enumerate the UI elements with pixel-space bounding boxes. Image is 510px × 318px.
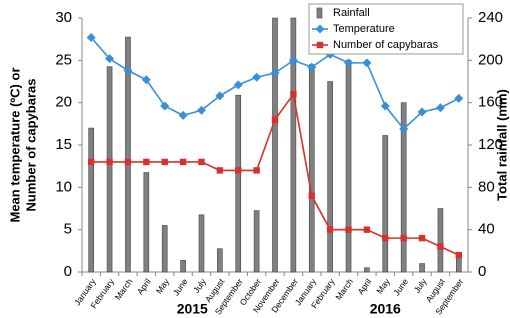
legend-swatch xyxy=(316,7,323,19)
x-tick-label: June xyxy=(171,276,190,297)
point xyxy=(179,158,187,166)
point xyxy=(288,55,298,65)
x-tick-label: May xyxy=(154,276,172,296)
bar xyxy=(253,210,260,273)
y-tick-label: 30 xyxy=(55,9,72,26)
bar xyxy=(180,260,186,273)
point xyxy=(198,158,205,166)
point xyxy=(216,167,224,174)
point xyxy=(252,72,262,82)
y-tick-label: 20 xyxy=(55,94,72,111)
point xyxy=(418,234,426,242)
bar xyxy=(400,102,407,273)
y-axis-label: Number of capybaras xyxy=(23,79,38,212)
point xyxy=(400,234,407,242)
point xyxy=(233,80,243,90)
point xyxy=(270,68,280,78)
y-tick-label: 10 xyxy=(55,178,72,195)
bar xyxy=(364,267,370,273)
bar xyxy=(382,135,389,273)
point xyxy=(437,243,444,250)
point xyxy=(382,234,389,242)
bar xyxy=(290,17,297,273)
y2-tick-label: 240 xyxy=(478,9,503,26)
point xyxy=(380,101,390,111)
point xyxy=(161,158,168,166)
y-tick-label: 15 xyxy=(55,136,72,153)
y2-tick-label: 160 xyxy=(478,94,503,111)
point xyxy=(86,32,96,42)
point xyxy=(106,158,113,166)
y-tick-label: 25 xyxy=(55,51,72,68)
point xyxy=(196,105,206,115)
bar xyxy=(198,214,205,273)
point xyxy=(363,226,371,233)
point xyxy=(143,158,150,166)
point xyxy=(454,93,464,103)
bar xyxy=(217,248,223,273)
point xyxy=(326,226,334,233)
y2-tick-label: 80 xyxy=(478,178,495,195)
year-label: 2015 xyxy=(177,301,208,317)
point xyxy=(308,192,315,199)
point xyxy=(345,226,352,233)
point xyxy=(417,107,427,117)
point xyxy=(290,91,297,98)
bar xyxy=(143,172,150,273)
point xyxy=(307,62,317,72)
x-tick-label: March xyxy=(333,276,355,301)
point xyxy=(435,103,445,113)
point xyxy=(105,54,115,64)
point xyxy=(271,116,279,123)
point xyxy=(160,101,170,111)
x-tick-label: April xyxy=(355,277,373,297)
legend-label: Number of capybaras xyxy=(333,39,439,51)
point xyxy=(399,124,409,134)
bar xyxy=(106,66,113,273)
point xyxy=(362,58,372,68)
x-tick-label: July xyxy=(191,276,208,295)
point xyxy=(215,91,225,101)
legend-label: Rainfall xyxy=(333,7,370,19)
y2-tick-label: 120 xyxy=(478,136,503,153)
year-label: 2016 xyxy=(370,301,401,317)
x-tick-label: May xyxy=(374,276,392,296)
legend-marker xyxy=(315,24,325,34)
bar xyxy=(327,81,333,273)
bar xyxy=(272,17,278,273)
y-tick-label: 5 xyxy=(64,221,72,238)
bar xyxy=(308,64,315,273)
x-tick-label: April xyxy=(135,277,153,297)
point xyxy=(87,158,95,166)
bar xyxy=(419,263,425,273)
y2-axis-label: Total rainfall (mm) xyxy=(494,89,509,201)
bar xyxy=(437,208,444,273)
bar xyxy=(161,225,168,273)
x-tick-label: June xyxy=(391,276,410,297)
x-tick-label: July xyxy=(412,276,429,295)
legend-label: Temperature xyxy=(333,23,395,35)
y2-tick-label: 200 xyxy=(478,51,503,68)
point xyxy=(235,167,242,174)
y2-tick-label: 40 xyxy=(478,221,495,238)
point xyxy=(123,65,133,75)
y2-tick-label: 0 xyxy=(478,263,486,280)
bar xyxy=(235,94,242,273)
legend-box xyxy=(308,3,464,55)
y-tick-label: 0 xyxy=(64,263,72,280)
point xyxy=(124,158,132,166)
bar xyxy=(345,60,352,273)
legend-marker xyxy=(316,41,324,49)
bar xyxy=(88,127,94,273)
point xyxy=(344,58,354,68)
x-tick-label: March xyxy=(113,276,135,301)
point xyxy=(455,251,463,259)
point xyxy=(141,75,151,85)
y-axis-label: Mean temperature (ºC) or xyxy=(7,68,22,223)
bar xyxy=(125,36,131,273)
point xyxy=(253,167,260,174)
point xyxy=(178,110,188,120)
